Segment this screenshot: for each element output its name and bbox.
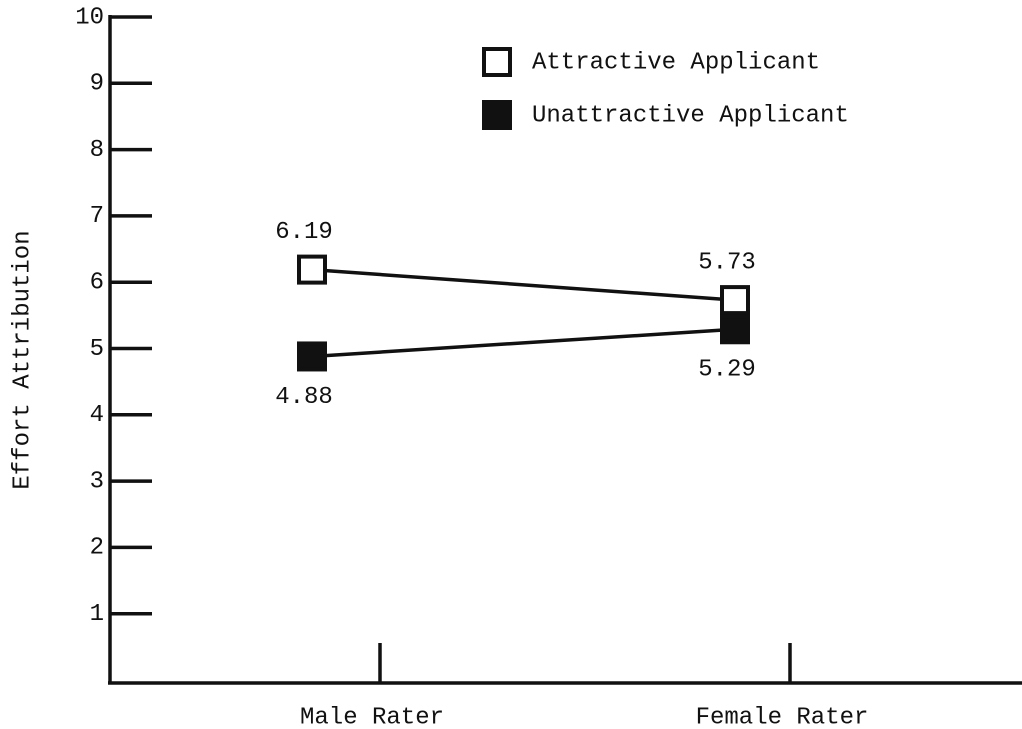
- legend-marker: [482, 47, 512, 77]
- data-point: [720, 285, 750, 316]
- y-tick-label: 2: [90, 535, 104, 562]
- y-tick-label: 4: [90, 402, 104, 429]
- data-point: [297, 254, 327, 285]
- y-tick-label: 10: [75, 4, 104, 31]
- y-tick-label: 8: [90, 137, 104, 164]
- series-line: [311, 267, 736, 302]
- data-point: [297, 341, 327, 372]
- x-tick-label: Male Rater: [300, 704, 444, 729]
- x-tick-label: Female Rater: [696, 704, 869, 729]
- y-axis-label: Effort Attribution: [9, 230, 36, 489]
- data-label: 5.29: [698, 357, 756, 384]
- data-label: 4.88: [275, 384, 333, 411]
- data-label: 5.73: [698, 249, 756, 276]
- y-tick-label: 7: [90, 203, 104, 230]
- series-line: [311, 327, 736, 359]
- y-tick-label: 9: [90, 71, 104, 98]
- data-point: [720, 314, 750, 345]
- y-tick-label: 3: [90, 468, 104, 495]
- y-tick-label: 1: [90, 601, 104, 628]
- legend-label: Attractive Applicant: [532, 49, 820, 76]
- y-tick-label: 6: [90, 270, 104, 297]
- y-tick-label: 5: [90, 336, 104, 363]
- data-label: 6.19: [275, 219, 333, 246]
- legend-label: Unattractive Applicant: [532, 102, 849, 129]
- legend-marker: [482, 100, 512, 130]
